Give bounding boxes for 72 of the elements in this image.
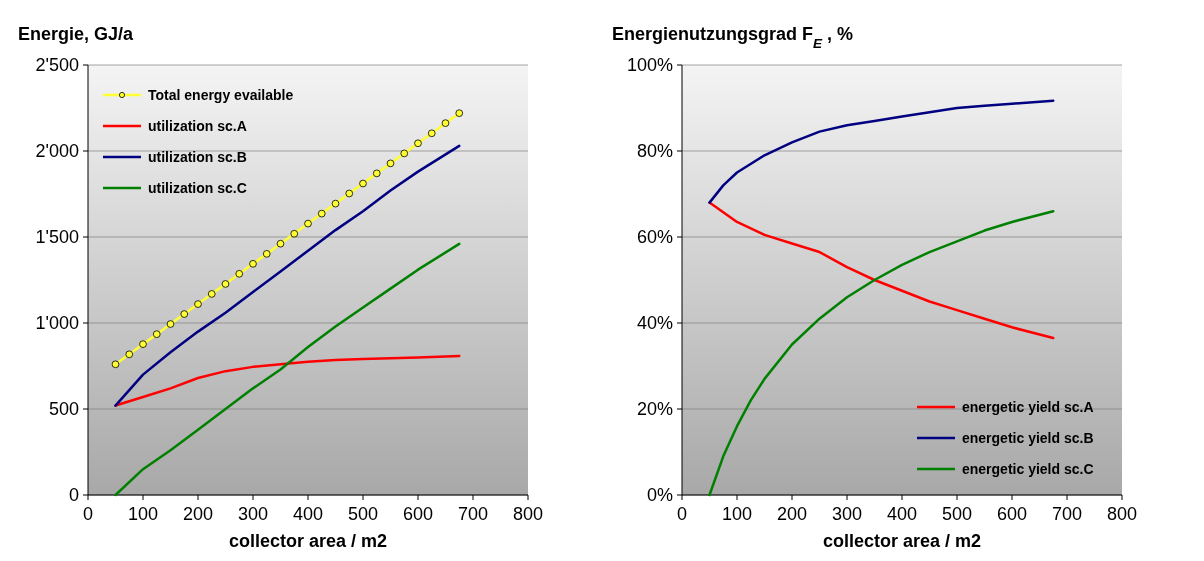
line-series: [114, 144, 461, 407]
y-tick-label: 1'000: [35, 313, 79, 334]
point: [152, 330, 161, 338]
line-series: [114, 354, 461, 407]
point: [235, 270, 244, 278]
legend-label: utilization sc.B: [148, 148, 247, 165]
x-tick-label: 0: [82, 504, 94, 524]
x-tick-label: 800: [1106, 504, 1138, 524]
point: [111, 360, 120, 369]
y-axis-title: Energienutzungsgrad F$_{E}$ , %: [612, 24, 854, 51]
point: [359, 179, 367, 188]
point: [290, 229, 299, 238]
y-tick-label: 60%: [636, 227, 673, 248]
y-tick-label: 40%: [636, 313, 673, 334]
point: [345, 189, 354, 198]
point: [455, 109, 464, 117]
point: [249, 260, 257, 268]
point: [304, 219, 312, 228]
x-tick-label: 300: [237, 504, 269, 524]
x-tick-label: 0: [676, 504, 688, 524]
y-tick-label: 0: [68, 485, 79, 506]
legend-label: utilization sc.A: [148, 117, 247, 134]
legend-label: energetic yield sc.B: [962, 429, 1094, 446]
point: [262, 250, 271, 258]
legend-label: utilization sc.C: [148, 179, 247, 196]
y-tick-label: 1'500: [35, 227, 79, 248]
point: [139, 340, 147, 348]
x-tick-label: 600: [996, 504, 1028, 524]
y-tick-label: 2'500: [35, 55, 79, 76]
y-tick-label: 2'000: [35, 141, 79, 162]
point: [276, 239, 285, 248]
line-series: [708, 99, 1055, 204]
x-tick-label: 500: [347, 504, 379, 524]
legend-label: energetic yield sc.A: [962, 398, 1094, 415]
point: [386, 159, 395, 168]
line-series: [708, 201, 1055, 340]
y-tick-label: 500: [48, 399, 79, 420]
y-tick-label: 80%: [636, 141, 673, 162]
legend-label: energetic yield sc.C: [962, 460, 1094, 477]
y-tick-label: 0%: [646, 485, 673, 506]
x-tick-label: 700: [457, 504, 489, 524]
x-tick-label: 200: [182, 504, 214, 524]
point: [194, 300, 202, 308]
point: [427, 129, 436, 138]
point: [207, 290, 216, 298]
point: [180, 310, 189, 318]
x-axis-title: collector area / m2: [822, 531, 982, 551]
point: [221, 280, 230, 288]
point: [414, 139, 422, 148]
x-tick-label: 600: [402, 504, 434, 524]
x-tick-label: 500: [941, 504, 973, 524]
point: [166, 320, 175, 328]
y-tick-label: 20%: [636, 399, 673, 420]
x-tick-label: 400: [886, 504, 918, 524]
x-tick-label: 100: [721, 504, 753, 524]
x-axis-title: collector area / m2: [228, 531, 388, 551]
point: [331, 199, 340, 208]
y-tick-label: 100%: [626, 55, 673, 76]
line-series: [114, 242, 461, 497]
x-tick-label: 700: [1051, 504, 1083, 524]
point: [317, 209, 326, 218]
point: [125, 350, 134, 359]
x-tick-label: 400: [292, 504, 324, 524]
point: [400, 149, 409, 158]
y-axis-title: Energie, GJ/a: [18, 24, 135, 44]
x-tick-label: 200: [776, 504, 808, 524]
x-tick-label: 100: [127, 504, 159, 524]
x-tick-label: 800: [512, 504, 544, 524]
point: [372, 169, 381, 178]
x-tick-label: 300: [831, 504, 863, 524]
legend-label: Total energy evailable: [148, 86, 294, 103]
point: [441, 119, 450, 127]
